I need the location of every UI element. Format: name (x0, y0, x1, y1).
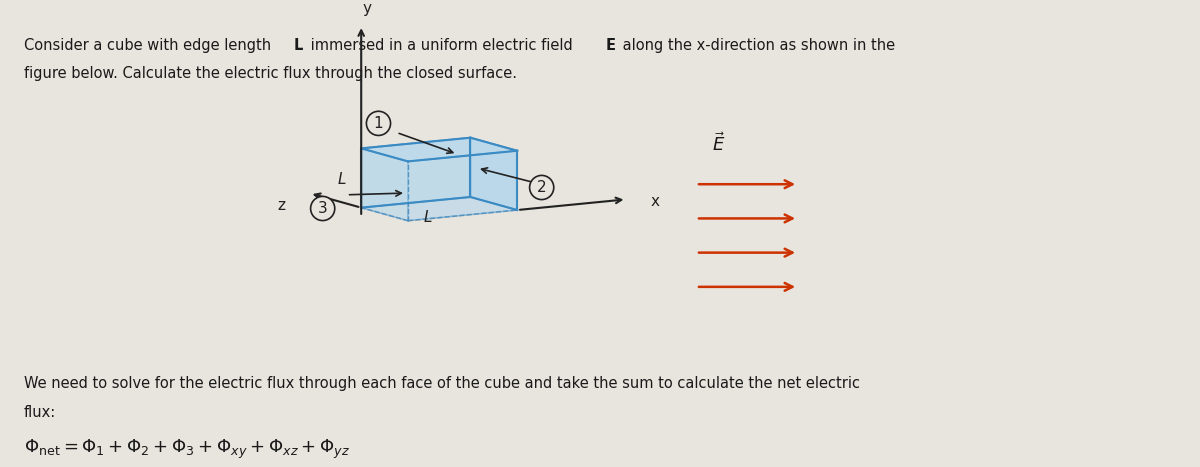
Text: along the x-direction as shown in the: along the x-direction as shown in the (618, 38, 895, 53)
Text: L: L (337, 172, 346, 187)
Text: 2: 2 (536, 180, 546, 195)
Polygon shape (408, 151, 517, 221)
Text: immersed in a uniform electric field: immersed in a uniform electric field (306, 38, 577, 53)
Text: flux:: flux: (24, 405, 56, 420)
Text: E: E (606, 38, 616, 53)
Polygon shape (361, 138, 517, 162)
Text: Consider a cube with edge length: Consider a cube with edge length (24, 38, 276, 53)
Polygon shape (361, 149, 408, 221)
Polygon shape (470, 138, 517, 210)
Polygon shape (361, 197, 517, 221)
Text: We need to solve for the electric flux through each face of the cube and take th: We need to solve for the electric flux t… (24, 376, 860, 391)
Text: L: L (294, 38, 304, 53)
Text: 1: 1 (373, 116, 383, 131)
Text: y: y (362, 1, 372, 16)
Text: x: x (650, 194, 660, 209)
Polygon shape (361, 138, 470, 208)
Text: 3: 3 (318, 201, 328, 216)
Text: $\vec{E}$: $\vec{E}$ (712, 132, 725, 155)
Text: figure below. Calculate the electric flux through the closed surface.: figure below. Calculate the electric flu… (24, 66, 517, 81)
Text: L: L (424, 210, 432, 225)
Text: $\Phi_{\mathrm{net}} = \Phi_1 + \Phi_2 + \Phi_3 + \Phi_{xy} + \Phi_{xz} + \Phi_{: $\Phi_{\mathrm{net}} = \Phi_1 + \Phi_2 +… (24, 438, 350, 460)
Text: z: z (277, 198, 286, 213)
